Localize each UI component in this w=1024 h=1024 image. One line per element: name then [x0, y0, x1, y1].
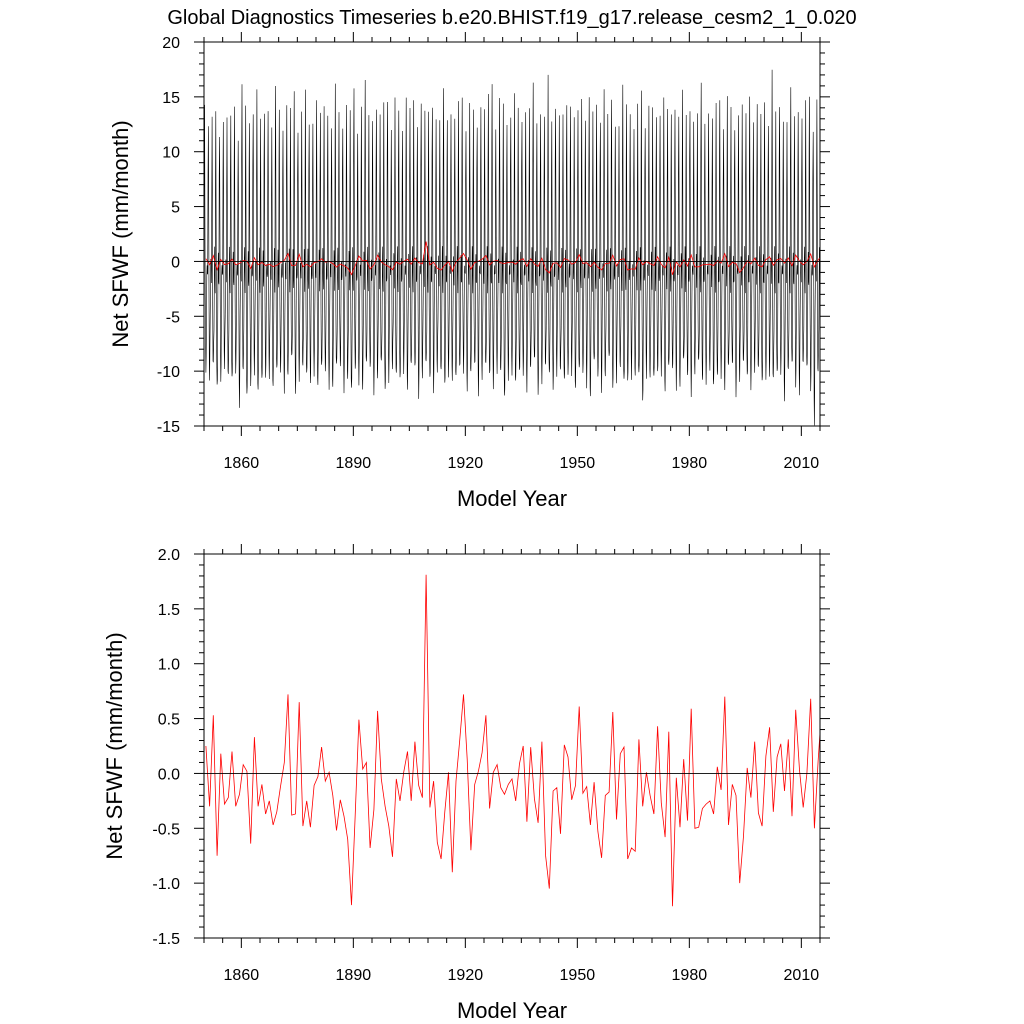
y-tick-label: 1.0	[158, 657, 180, 674]
x-tick-label: 1890	[336, 967, 372, 984]
y-tick-label: 15	[162, 90, 180, 107]
y-tick-label: -15	[157, 419, 180, 436]
y-tick-label: 0.5	[158, 712, 180, 729]
y-tick-label: 5	[171, 200, 180, 217]
x-tick-label: 1980	[672, 455, 708, 472]
x-tick-label: 2010	[784, 455, 820, 472]
y-tick-label: -0.5	[152, 821, 180, 838]
x-tick-label: 1920	[448, 455, 484, 472]
plot-area	[205, 574, 820, 907]
x-tick-label: 1950	[560, 455, 596, 472]
x-tick-label: 1860	[224, 967, 260, 984]
bottom-panel: 1860 1890 1920 1950 1980 2010 -1.5 -1.0 -0.5 0.0 0…	[102, 544, 830, 1023]
y-tick-label: 0	[171, 254, 180, 271]
y-tick-label: 2.0	[158, 547, 180, 564]
y-tick-label: -1.0	[152, 876, 180, 893]
plot-frame	[203, 41, 821, 427]
y-axis-label: Net SFWF (mm/month)	[102, 632, 127, 859]
x-tick-label: 1890	[336, 455, 372, 472]
x-tick-label: 1920	[448, 967, 484, 984]
series-line-annual	[205, 574, 820, 907]
x-axis-label: Model Year	[457, 486, 567, 511]
y-tick-label: -1.5	[152, 931, 180, 948]
plot-frame	[203, 553, 821, 939]
series-line-monthly	[204, 69, 820, 426]
x-tick-label: 1980	[672, 967, 708, 984]
x-tick-label: 1860	[224, 455, 260, 472]
y-tick-label: 0.0	[158, 766, 180, 783]
x-tick-label: 1950	[560, 967, 596, 984]
x-axis-label: Model Year	[457, 998, 567, 1023]
chart-title: Global Diagnostics Timeseries b.e20.BHIS…	[167, 7, 856, 29]
top-panel: 1860 1890 1920 1950 1980 2010 -15 -10 -5 0 5 10 15 20…	[108, 32, 830, 511]
y-tick-label: 10	[162, 145, 180, 162]
y-tick-label: -5	[166, 309, 180, 326]
y-tick-label: 1.5	[158, 602, 180, 619]
y-tick-label: -10	[157, 364, 180, 381]
y-tick-label: 20	[162, 35, 180, 52]
y-axis-label: Net SFWF (mm/month)	[108, 120, 133, 347]
x-tick-label: 2010	[784, 967, 820, 984]
plot-area	[204, 69, 820, 426]
series-line-annual	[205, 241, 820, 276]
